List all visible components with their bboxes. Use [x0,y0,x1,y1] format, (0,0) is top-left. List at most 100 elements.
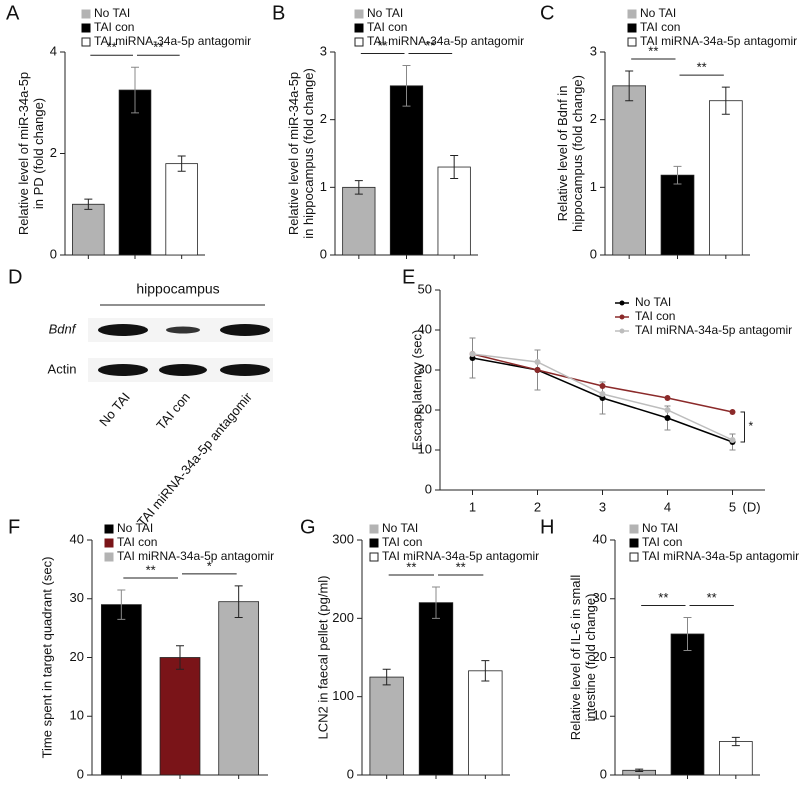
panel-letter: B [272,2,285,24]
bar [218,601,260,776]
x-tick-label: 5 [729,499,736,514]
point [534,359,541,365]
legend-label: TAI con [367,20,407,34]
y-tick-label: 10 [418,441,432,456]
y-tick-label: 3 [590,43,597,58]
blot-lane-label: No TAI [96,389,133,429]
significance-bracket [740,411,745,443]
y-tick-label: 0 [347,766,354,781]
point [599,391,606,397]
chart: G 0 100 200 300 LCN2 in faecal pellet (pg/ml)… [300,516,539,781]
y-tick-label: 50 [418,281,432,296]
significance-label: ** [658,590,668,605]
blot-band [98,324,148,336]
y-tick-label: 0 [50,246,57,261]
y-axis-label: Time spent in target quadrant (sec) [39,557,54,759]
x-tick-label: 2 [534,499,541,514]
bar [100,604,142,776]
significance-label: ** [378,38,388,53]
error-bar [481,660,490,682]
legend-swatch [627,23,637,33]
error-bar [402,65,411,107]
legend-swatch [81,23,91,33]
panel-letter: E [402,266,415,288]
blot-row-label: Bdnf [49,321,77,336]
chart: A 0 2 4 Relative level of miR-34a-5p in PD (f… [6,2,251,261]
blot-band [166,326,200,334]
chart: F 0 10 20 30 40 Time spent in target quadrant … [8,516,274,781]
y-axis-label: Relative level of miR-34a-5p [286,72,301,235]
blot-band [98,364,148,376]
legend-label: No TAI [640,6,676,20]
significance-label: ** [425,38,435,53]
y-tick-label: 0 [600,766,607,781]
y-axis-label: in PD (fold change) [31,98,46,209]
y-tick-label: 0 [590,246,597,261]
y-axis-label: intestine (fold change) [583,594,598,722]
significance-label: ** [107,40,117,55]
bar [660,174,695,256]
bar [118,89,152,256]
legend-label: TAI con [382,535,422,549]
legend-label: No TAI [117,521,153,535]
y-tick-label: 4 [50,43,57,58]
y-tick-label: 30 [70,590,84,605]
legend-label: TAI miRNA-34a-5p antagomir [94,34,251,48]
bar [709,100,743,256]
y-axis-label: Relative level of miR-34a-5p [16,72,31,235]
point [729,409,736,415]
significance-label: ** [707,590,717,605]
error-bar [84,198,93,210]
legend-label: No TAI [635,295,671,309]
y-tick-label: 10 [70,708,84,723]
significance-label: ** [146,562,156,577]
y-tick-label: 40 [593,531,607,546]
blot-title: hippocampus [136,281,219,297]
legend-label: TAI con [94,20,134,34]
blot-row-label: Actin [48,361,77,376]
blot-band [220,364,270,376]
legend-swatch [629,538,639,548]
bar [719,741,753,776]
y-tick-label: 0 [77,766,84,781]
y-tick-label: 1 [590,179,597,194]
legend-label: No TAI [94,6,130,20]
legend-label: TAI con [117,535,157,549]
chart: H 0 10 20 30 40 Relative level of IL-6 in smal… [540,516,799,781]
legend-label: TAI miRNA-34a-5p antagomir [382,549,539,563]
bar [72,203,105,256]
error-bar [450,155,459,180]
point [664,415,671,421]
y-axis-label: Relative level of IL-6 in small [568,575,583,741]
bar [342,186,376,256]
legend-swatch [354,9,364,19]
y-tick-label: 300 [332,531,354,546]
legend-label: TAI miRNA-34a-5p antagomir [635,323,792,337]
significance-label: ** [153,40,163,55]
chart: B 0 1 2 3 Relative level of miR-34a-5p in hipp… [272,2,524,261]
legend-label: No TAI [642,521,678,535]
blot: D hippocampus Bdnf Actin No TAI TAI con … [8,266,273,530]
error-bar [683,617,692,651]
error-bar [673,165,682,185]
bar [389,85,424,256]
y-tick-label: 2 [50,145,57,160]
point [469,351,476,357]
bar [418,602,454,776]
bar [468,670,503,776]
point [534,367,541,373]
error-bar [176,645,184,670]
legend-marker [619,328,625,334]
bar [612,85,647,256]
chart: C 0 1 2 3 Relative level of Bdnf in hippocampu… [540,2,797,261]
y-tick-label: 20 [418,401,432,416]
legend-swatch [629,524,639,534]
error-bar [177,155,186,172]
error-bar [731,736,740,747]
x-tick-label: 1 [469,499,476,514]
y-axis-label: Escape latency (sec) [409,330,424,451]
error-bar [721,86,730,115]
bar [165,163,198,256]
